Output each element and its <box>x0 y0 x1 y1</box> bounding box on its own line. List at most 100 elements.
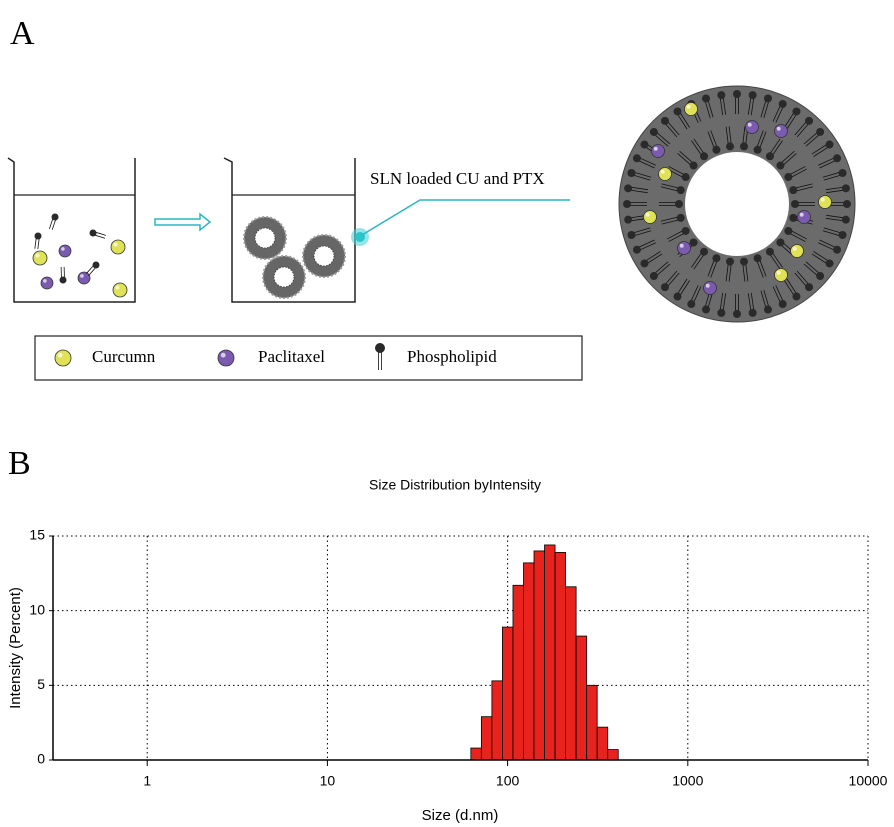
lipid-head <box>623 200 631 208</box>
molecule <box>703 281 717 295</box>
bar <box>523 562 535 761</box>
lipid-head <box>660 283 669 292</box>
lipid-head <box>700 247 709 256</box>
lipid-head <box>784 226 793 235</box>
highlight <box>686 104 691 109</box>
highlight <box>820 197 825 202</box>
bar <box>586 684 598 761</box>
x-axis-label: Size (d.nm) <box>422 807 499 824</box>
molecule <box>790 244 804 258</box>
molecule <box>112 282 128 298</box>
legend-box <box>34 335 583 381</box>
sln-small-core <box>254 227 276 249</box>
highlight <box>792 246 797 251</box>
lipid-head <box>748 91 757 100</box>
diagram-panel-a: A SLN loaded CU and PTX Curcumn Paclitax… <box>7 15 856 381</box>
highlight <box>80 274 84 278</box>
y-tick-label: 10 <box>29 601 45 617</box>
sln-lipids <box>623 90 851 318</box>
lipid-head <box>689 161 698 170</box>
lipid-head <box>833 245 842 254</box>
highlight <box>705 283 710 288</box>
bar <box>596 726 609 761</box>
molecule <box>745 120 759 134</box>
lipid-head <box>51 213 59 221</box>
lipid-head <box>805 283 814 292</box>
bar <box>544 544 556 761</box>
annotation: SLN loaded CU and PTX <box>370 169 545 188</box>
lipid-head <box>748 308 757 317</box>
lipid-head <box>789 213 798 222</box>
lipid-head <box>843 200 851 208</box>
lipid-head <box>673 292 682 301</box>
highlight <box>43 279 47 283</box>
molecule <box>658 167 672 181</box>
lipid-head <box>753 145 762 154</box>
lipid-head <box>632 154 641 163</box>
lipid-head <box>676 213 685 222</box>
lipid-head <box>676 186 685 195</box>
lipid-head <box>733 310 741 318</box>
lipid-head <box>689 238 698 247</box>
molecule <box>774 268 788 282</box>
molecule <box>58 244 72 258</box>
arrow <box>154 212 212 232</box>
sln-core <box>685 152 789 256</box>
molecule <box>797 210 811 224</box>
chart-title: Size Distribution byIntensity <box>369 477 541 493</box>
highlight <box>220 352 226 358</box>
bar <box>554 552 566 761</box>
lipid-head <box>649 127 658 136</box>
lipid-head <box>712 254 721 263</box>
lipid-head <box>776 238 785 247</box>
highlight <box>653 146 658 151</box>
molecule <box>684 102 698 116</box>
lipid-head <box>816 127 825 136</box>
molecule <box>54 349 72 367</box>
bar <box>491 680 503 761</box>
lipid-head <box>784 173 793 182</box>
molecule <box>818 195 832 209</box>
lipid-head <box>789 186 798 195</box>
callout-line <box>361 199 570 236</box>
lipid-head <box>792 292 801 301</box>
lipid-head <box>702 305 711 314</box>
molecule <box>217 349 235 367</box>
lipid-head <box>59 276 67 284</box>
y-axis-label: Intensity (Percent) <box>7 587 24 709</box>
bar <box>470 747 482 761</box>
legend-label: Paclitaxel <box>258 347 325 366</box>
lipid-head <box>681 226 690 235</box>
lipid-head <box>660 116 669 125</box>
bar <box>607 749 619 761</box>
lipid-head <box>717 308 726 317</box>
lipid-head <box>627 230 636 239</box>
beaker <box>223 157 356 303</box>
y-tick-label: 0 <box>37 751 45 767</box>
lipid-head <box>687 300 696 309</box>
bar <box>533 550 545 761</box>
lipid-head <box>632 245 641 254</box>
molecule <box>77 271 91 285</box>
panel-label: A <box>10 15 35 52</box>
lipid-head <box>816 272 825 281</box>
lipid-head <box>712 145 721 154</box>
molecule <box>32 250 48 266</box>
highlight <box>799 212 804 217</box>
lipid-head <box>726 142 735 151</box>
lipid-head <box>34 232 42 240</box>
lipid-head <box>825 259 834 268</box>
highlight <box>115 285 120 290</box>
molecule <box>110 239 126 255</box>
highlight <box>61 247 65 251</box>
lipid-head <box>89 229 97 237</box>
lipid-head <box>765 152 774 161</box>
lipid-head <box>733 90 741 98</box>
lipid-head <box>700 152 709 161</box>
highlight <box>747 122 752 127</box>
lipid-head <box>805 116 814 125</box>
lipid-head <box>778 99 787 108</box>
lipid-head <box>681 173 690 182</box>
lipid-head <box>624 215 633 224</box>
